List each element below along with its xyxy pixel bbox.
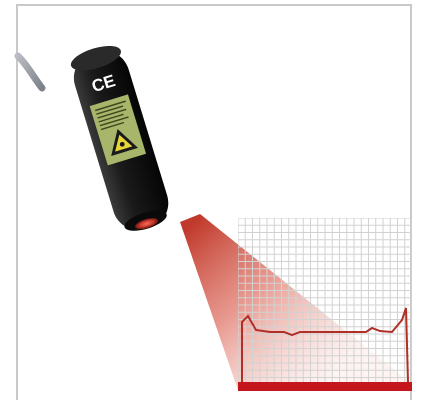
measurement-grid [238, 218, 412, 390]
frame-border-top [16, 4, 412, 6]
sensor-cable [14, 52, 46, 92]
laser-sensor-body: CE [70, 45, 169, 231]
beam-base-bar [238, 382, 412, 391]
frame-border-left [16, 4, 18, 400]
frame-border-right [410, 4, 412, 400]
beam-profile-line [241, 307, 409, 383]
